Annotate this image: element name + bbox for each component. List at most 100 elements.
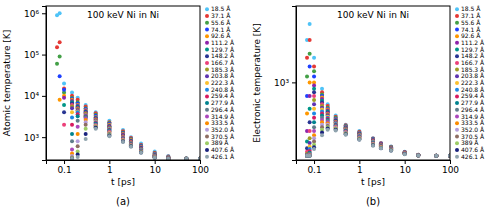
data-point xyxy=(166,157,170,160)
data-point xyxy=(308,136,312,140)
data-point xyxy=(379,146,383,150)
panel-label: (a) xyxy=(116,196,130,207)
legend-marker xyxy=(455,141,459,145)
legend-marker xyxy=(455,68,459,72)
data-point xyxy=(308,154,312,158)
data-point xyxy=(434,154,438,158)
data-point xyxy=(76,132,80,136)
data-point xyxy=(312,120,316,124)
legend-marker xyxy=(205,141,209,145)
data-point xyxy=(166,157,170,160)
legend-marker xyxy=(455,27,459,31)
tick-label: 10 xyxy=(149,165,161,175)
data-point xyxy=(434,154,438,158)
data-point xyxy=(434,154,438,158)
data-point xyxy=(312,98,316,102)
data-point xyxy=(434,154,438,158)
data-point xyxy=(312,116,316,120)
data-point xyxy=(166,156,170,160)
data-point xyxy=(70,115,74,119)
data-point xyxy=(153,155,157,159)
tick-label: 1 xyxy=(107,165,113,175)
data-point xyxy=(416,153,420,157)
legend-marker xyxy=(205,128,209,132)
data-point xyxy=(434,154,438,158)
data-point xyxy=(305,112,309,116)
tick: 0.1 xyxy=(307,160,321,175)
data-point xyxy=(166,156,170,160)
data-point xyxy=(326,128,330,132)
data-point xyxy=(434,154,438,158)
legend-marker xyxy=(455,148,459,152)
data-point xyxy=(434,154,438,158)
data-point xyxy=(403,152,407,156)
x-axis-title: t [ps] xyxy=(111,177,135,187)
legend-marker xyxy=(205,135,209,139)
data-point xyxy=(416,153,420,157)
data-point xyxy=(403,151,407,155)
x-axis: 0.1110100 xyxy=(297,160,460,175)
data-point xyxy=(416,153,420,157)
legend-marker xyxy=(455,81,459,85)
legend-marker xyxy=(455,114,459,118)
data-point xyxy=(371,144,375,148)
data-point xyxy=(62,96,66,100)
axis-line xyxy=(297,161,451,165)
tick: 10³ xyxy=(24,133,46,143)
tick-mark xyxy=(109,160,110,164)
data-point xyxy=(416,153,420,157)
tick: 10³ xyxy=(274,78,296,88)
legend-marker xyxy=(205,81,209,85)
tick-mark xyxy=(200,160,201,164)
data-point xyxy=(312,56,316,60)
data-point xyxy=(129,144,133,148)
legend: 18.5 Å37.1 Å55.6 Å74.1 Å92.6 Å111.2 Å129… xyxy=(455,5,485,159)
data-point xyxy=(153,155,157,159)
data-point xyxy=(403,151,407,155)
data-point xyxy=(84,137,88,141)
data-point xyxy=(76,114,80,118)
tick: 1 xyxy=(357,160,363,175)
tick-mark xyxy=(314,160,315,164)
legend-marker xyxy=(455,54,459,58)
data-point xyxy=(379,145,383,149)
data-point xyxy=(70,132,74,136)
data-point xyxy=(107,133,111,137)
x-axis-title: t [ps] xyxy=(361,177,385,187)
data-point xyxy=(70,156,74,160)
title: 100 keV Ni in Ni xyxy=(337,10,409,20)
legend-marker xyxy=(455,7,459,11)
data-point xyxy=(379,146,383,150)
data-point xyxy=(403,152,407,156)
y-axis-title: Electronic temperature [K] xyxy=(252,23,262,143)
legend-marker xyxy=(205,7,209,11)
tick-mark xyxy=(64,160,65,164)
data-point xyxy=(55,45,59,49)
data-point xyxy=(403,152,407,156)
tick-label: 100 xyxy=(192,165,209,175)
tick-mark xyxy=(42,13,46,14)
data-point xyxy=(434,154,438,158)
legend-marker xyxy=(205,88,209,92)
data-point xyxy=(84,123,88,127)
tick-label: 10³ xyxy=(274,78,289,88)
data-point xyxy=(153,155,157,159)
data-point xyxy=(58,54,62,58)
panel: 0.111010010³10⁴10⁵10⁶100 keV Ni in Nit [… xyxy=(2,5,235,207)
data-point xyxy=(184,157,188,160)
data-point xyxy=(62,123,66,127)
data-point xyxy=(55,62,59,66)
data-point xyxy=(308,153,312,157)
data-point xyxy=(434,154,438,158)
title: 100 keV Ni in Ni xyxy=(87,10,159,20)
data-point xyxy=(58,40,62,44)
tick: 10 xyxy=(399,160,411,175)
data-point xyxy=(403,151,407,155)
legend-marker xyxy=(455,101,459,105)
data-point xyxy=(344,133,348,137)
data-point xyxy=(312,90,316,94)
data-point xyxy=(416,153,420,157)
x-axis: 0.1110100 xyxy=(47,160,210,175)
data-point xyxy=(70,139,74,143)
data-point xyxy=(416,153,420,157)
